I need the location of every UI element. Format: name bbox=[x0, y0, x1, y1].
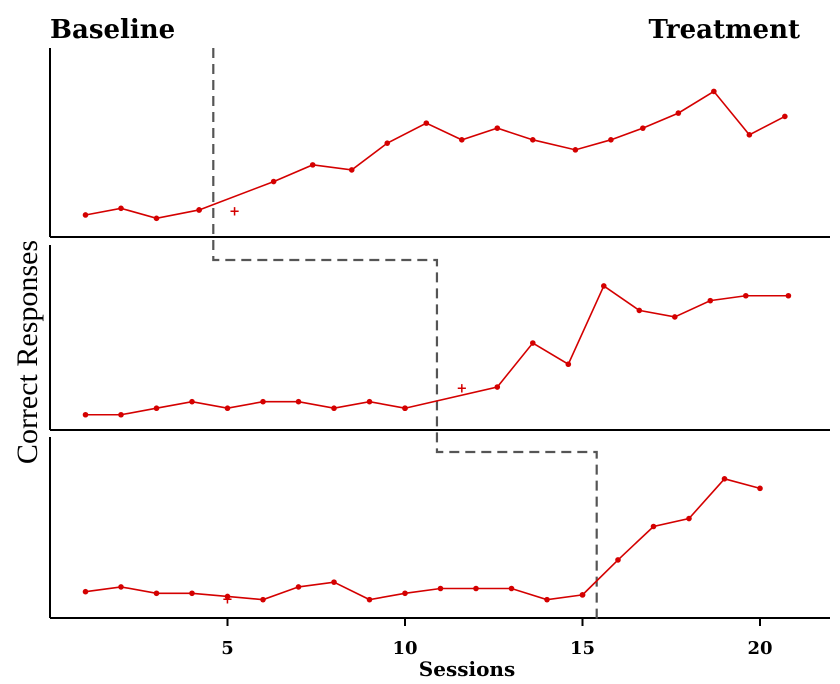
panel-3-baseline-point bbox=[473, 585, 479, 592]
panel-2-treatment-point bbox=[636, 307, 643, 314]
panel-3-treatment-point bbox=[721, 476, 728, 482]
panel-2-treatment-point bbox=[494, 384, 501, 390]
panel-3-baseline-point bbox=[437, 585, 444, 592]
panel-3-baseline-point bbox=[402, 590, 408, 597]
panel-2-baseline-point bbox=[295, 398, 302, 405]
panel-2-baseline-point bbox=[366, 398, 373, 405]
y-axis-title: Correct Responses bbox=[11, 240, 44, 464]
panel-1-treatment-point bbox=[675, 110, 682, 116]
baseline-label: Baseline bbox=[50, 15, 175, 45]
panel-1-baseline-line bbox=[85, 207, 200, 220]
panel-3-baseline-point bbox=[331, 579, 337, 585]
panel-2-treatment-point bbox=[785, 292, 792, 299]
panel-2-treatment-point bbox=[402, 405, 408, 412]
panel-2-baseline-point bbox=[331, 405, 337, 412]
panel-1-treatment-point bbox=[459, 137, 465, 143]
treatment-label: Treatment bbox=[648, 15, 800, 45]
panel-3-baseline-point bbox=[295, 584, 302, 590]
x-axis-title: Sessions bbox=[419, 657, 515, 681]
series-layer: + + + bbox=[82, 88, 792, 608]
panel-2-baseline-point bbox=[118, 411, 124, 418]
panel-3-outlier-point: + bbox=[222, 593, 233, 608]
axes-layer bbox=[49, 48, 830, 619]
panel-2-treatment-point bbox=[565, 361, 572, 368]
panel-1-treatment-point bbox=[196, 207, 202, 213]
panel-2-baseline-point bbox=[153, 405, 160, 412]
panel-1-treatment-point bbox=[384, 140, 391, 146]
panel-1-treatment-point bbox=[423, 120, 430, 126]
panel-1-treatment-point bbox=[270, 178, 277, 185]
panel-3-baseline-point bbox=[118, 584, 124, 590]
panel-1-baseline-point bbox=[82, 212, 89, 218]
panel-1-treatment-point bbox=[494, 125, 501, 131]
panel-2-baseline-point bbox=[260, 398, 266, 405]
panel-1-treatment-point bbox=[711, 88, 717, 95]
x-tick-label-15: 15 bbox=[570, 638, 595, 659]
panel-2-treatment-point bbox=[743, 292, 749, 299]
panel-3-treatment-point bbox=[579, 592, 586, 598]
panel-1-treatment-point bbox=[608, 137, 614, 143]
panel-2-treatment-point bbox=[672, 314, 678, 320]
panel-3-treatment-point bbox=[615, 557, 621, 563]
panel-2-baseline-line bbox=[85, 400, 406, 416]
panel-2-treatment-point bbox=[601, 283, 607, 289]
x-tick-label-20: 20 bbox=[747, 638, 772, 659]
panel-2-treatment-point bbox=[707, 297, 714, 304]
panel-1-treatment-point bbox=[640, 125, 646, 131]
panel-1-baseline-point bbox=[118, 205, 124, 212]
panel-3-treatment-point bbox=[757, 485, 763, 492]
panel-3-baseline-point bbox=[544, 596, 550, 603]
panel-3-baseline-point bbox=[260, 596, 266, 603]
x-tick-layer: 5 10 15 20 bbox=[221, 618, 773, 659]
panel-3-baseline-point bbox=[508, 585, 515, 592]
panel-3-treatment-point bbox=[686, 515, 692, 522]
x-tick-label-10: 10 bbox=[392, 638, 417, 659]
panel-2-baseline-point bbox=[82, 411, 89, 418]
panel-1-treatment-point bbox=[348, 167, 355, 173]
panel-3-baseline-point bbox=[189, 590, 195, 597]
panel-2-baseline-point bbox=[224, 405, 231, 412]
panel-3-baseline-point bbox=[366, 596, 373, 603]
panel-1-treatment-line bbox=[198, 90, 786, 211]
panel-2-treatment-point bbox=[530, 340, 536, 346]
panel-1-treatment-point bbox=[309, 162, 316, 168]
panel-1-outlier-point: + bbox=[229, 205, 240, 220]
panel-1-treatment-point bbox=[530, 137, 536, 143]
phase-change-dashed-line bbox=[212, 48, 598, 623]
panel-2-outlier-point: + bbox=[456, 382, 467, 397]
panel-3-baseline-point bbox=[82, 588, 89, 595]
x-tick-label-5: 5 bbox=[221, 638, 234, 659]
panel-3-baseline-point bbox=[224, 593, 231, 600]
panel-3-treatment-line bbox=[581, 477, 761, 596]
phase-change-line bbox=[212, 48, 598, 623]
panel-2-treatment-line bbox=[404, 284, 789, 409]
panel-1-treatment-point bbox=[746, 132, 753, 138]
panel-2-baseline-point bbox=[189, 398, 195, 405]
panel-1-baseline-point bbox=[153, 215, 160, 222]
panel-1-treatment-point bbox=[572, 147, 579, 153]
panel-1-treatment-point bbox=[782, 113, 788, 120]
panel-3-treatment-point bbox=[650, 523, 657, 530]
panel-3-baseline-point bbox=[153, 590, 160, 597]
